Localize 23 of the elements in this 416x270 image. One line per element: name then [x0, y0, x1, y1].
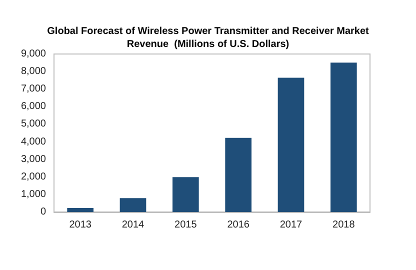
- chart-title: Global Forecast of Wireless Power Transmitter and Receiver Market Revenue (Millions of U.S. Dollars): [47, 26, 370, 50]
- y-tick-label: 9,000: [20, 48, 46, 60]
- bar: [67, 208, 94, 212]
- bar: [225, 138, 252, 212]
- y-tick-label: 5,000: [20, 118, 46, 130]
- y-tick-label: 4,000: [20, 136, 46, 148]
- x-tick-label: 2013: [69, 220, 92, 230]
- x-tick-label: 2017: [280, 220, 303, 230]
- y-tick-label: 6,000: [20, 101, 46, 112]
- y-tick-label: 3,000: [20, 154, 46, 165]
- y-tick-label: 0: [40, 206, 46, 218]
- x-tick-label: 2015: [174, 220, 198, 230]
- x-tick-label: 2016: [227, 220, 250, 230]
- bar: [278, 78, 304, 212]
- y-tick-label: 7,000: [20, 84, 46, 95]
- y-tick-label: 1,000: [20, 188, 46, 200]
- y-tick-label: 8,000: [20, 66, 46, 78]
- bar: [120, 198, 146, 212]
- x-tick-label: 2014: [122, 220, 145, 230]
- bar: [172, 177, 199, 212]
- bar: [330, 62, 357, 212]
- y-tick-label: 2,000: [20, 171, 46, 182]
- x-tick-label: 2018: [332, 220, 356, 230]
